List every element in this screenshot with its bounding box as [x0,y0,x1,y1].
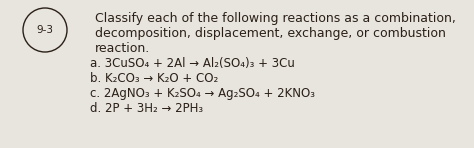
Text: decomposition, displacement, exchange, or combustion: decomposition, displacement, exchange, o… [95,27,446,40]
Text: a. 3CuSO₄ + 2Al → Al₂(SO₄)₃ + 3Cu: a. 3CuSO₄ + 2Al → Al₂(SO₄)₃ + 3Cu [90,57,295,70]
Text: b. K₂CO₃ → K₂O + CO₂: b. K₂CO₃ → K₂O + CO₂ [90,72,218,85]
Text: Classify each of the following reactions as a combination,: Classify each of the following reactions… [95,12,456,25]
Text: d. 2P + 3H₂ → 2PH₃: d. 2P + 3H₂ → 2PH₃ [90,102,203,115]
Text: 9-3: 9-3 [36,25,54,35]
Text: c. 2AgNO₃ + K₂SO₄ → Ag₂SO₄ + 2KNO₃: c. 2AgNO₃ + K₂SO₄ → Ag₂SO₄ + 2KNO₃ [90,87,315,100]
Text: reaction.: reaction. [95,42,150,55]
